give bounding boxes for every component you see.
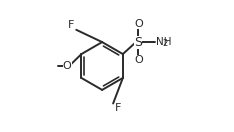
Text: 2: 2 [163,39,168,48]
Text: F: F [68,20,74,30]
Text: O: O [134,55,143,65]
Text: S: S [134,36,142,49]
Text: O: O [134,19,143,29]
Text: NH: NH [156,37,171,47]
Text: F: F [115,103,121,113]
Text: O: O [63,61,72,71]
